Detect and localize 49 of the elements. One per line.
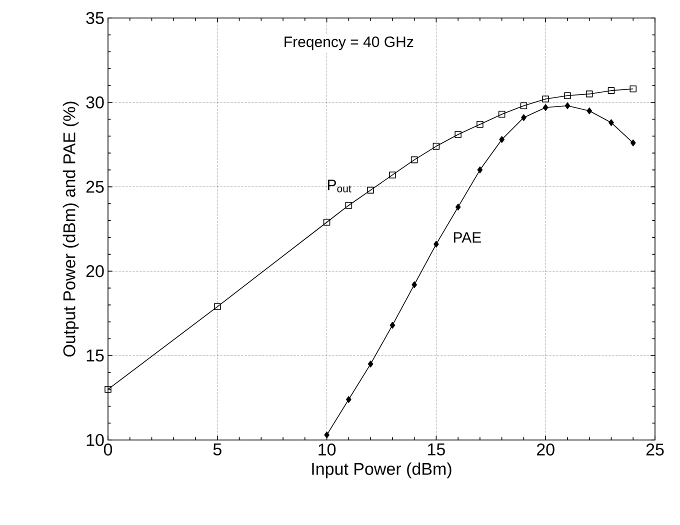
x-tick-label: 15 [428, 444, 445, 456]
point [520, 102, 528, 110]
x-axis-title: Input Power (dBm) [312, 462, 452, 478]
point [368, 360, 374, 368]
point [345, 202, 352, 209]
point [630, 140, 636, 146]
point [410, 156, 418, 164]
point [104, 386, 112, 393]
point [367, 186, 374, 194]
y-tick-label: 15 [86, 350, 104, 362]
point [499, 136, 504, 143]
point [564, 102, 570, 110]
point [455, 204, 461, 210]
y-tick-label: 35 [86, 12, 104, 24]
point [608, 87, 615, 94]
x-tick-label: 5 [213, 444, 222, 456]
point [586, 90, 593, 98]
point [608, 119, 614, 126]
x-tick-label: 25 [646, 444, 664, 456]
series-label: P$_{out}$ [328, 180, 352, 192]
point [564, 92, 571, 100]
point [586, 107, 592, 114]
point [412, 281, 417, 288]
point [498, 110, 506, 118]
x-tick-label: 20 [537, 444, 554, 456]
point [390, 322, 396, 329]
point [542, 96, 550, 102]
y-tick-label: 20 [86, 265, 104, 278]
point [476, 120, 484, 128]
point [454, 131, 462, 138]
point [323, 218, 330, 226]
point [630, 85, 637, 92]
point [346, 396, 352, 403]
x-tick-label: 0 [104, 444, 112, 456]
point [432, 142, 440, 150]
y-tick-label: 30 [86, 96, 104, 108]
point [434, 240, 439, 248]
x-tick-label: 10 [318, 444, 336, 456]
y-axis-title: Output Power (dBm) and PAE (%) [62, 102, 79, 357]
point [542, 104, 548, 111]
point [389, 172, 396, 178]
point [214, 303, 221, 310]
point [521, 114, 526, 121]
point [324, 432, 330, 438]
y-tick-label: 10 [86, 434, 104, 446]
point [477, 166, 483, 174]
y-tick-label: 25 [86, 180, 104, 193]
series-label: PAE [454, 232, 481, 243]
annotation: Freqency = 40 GHz [284, 36, 414, 50]
